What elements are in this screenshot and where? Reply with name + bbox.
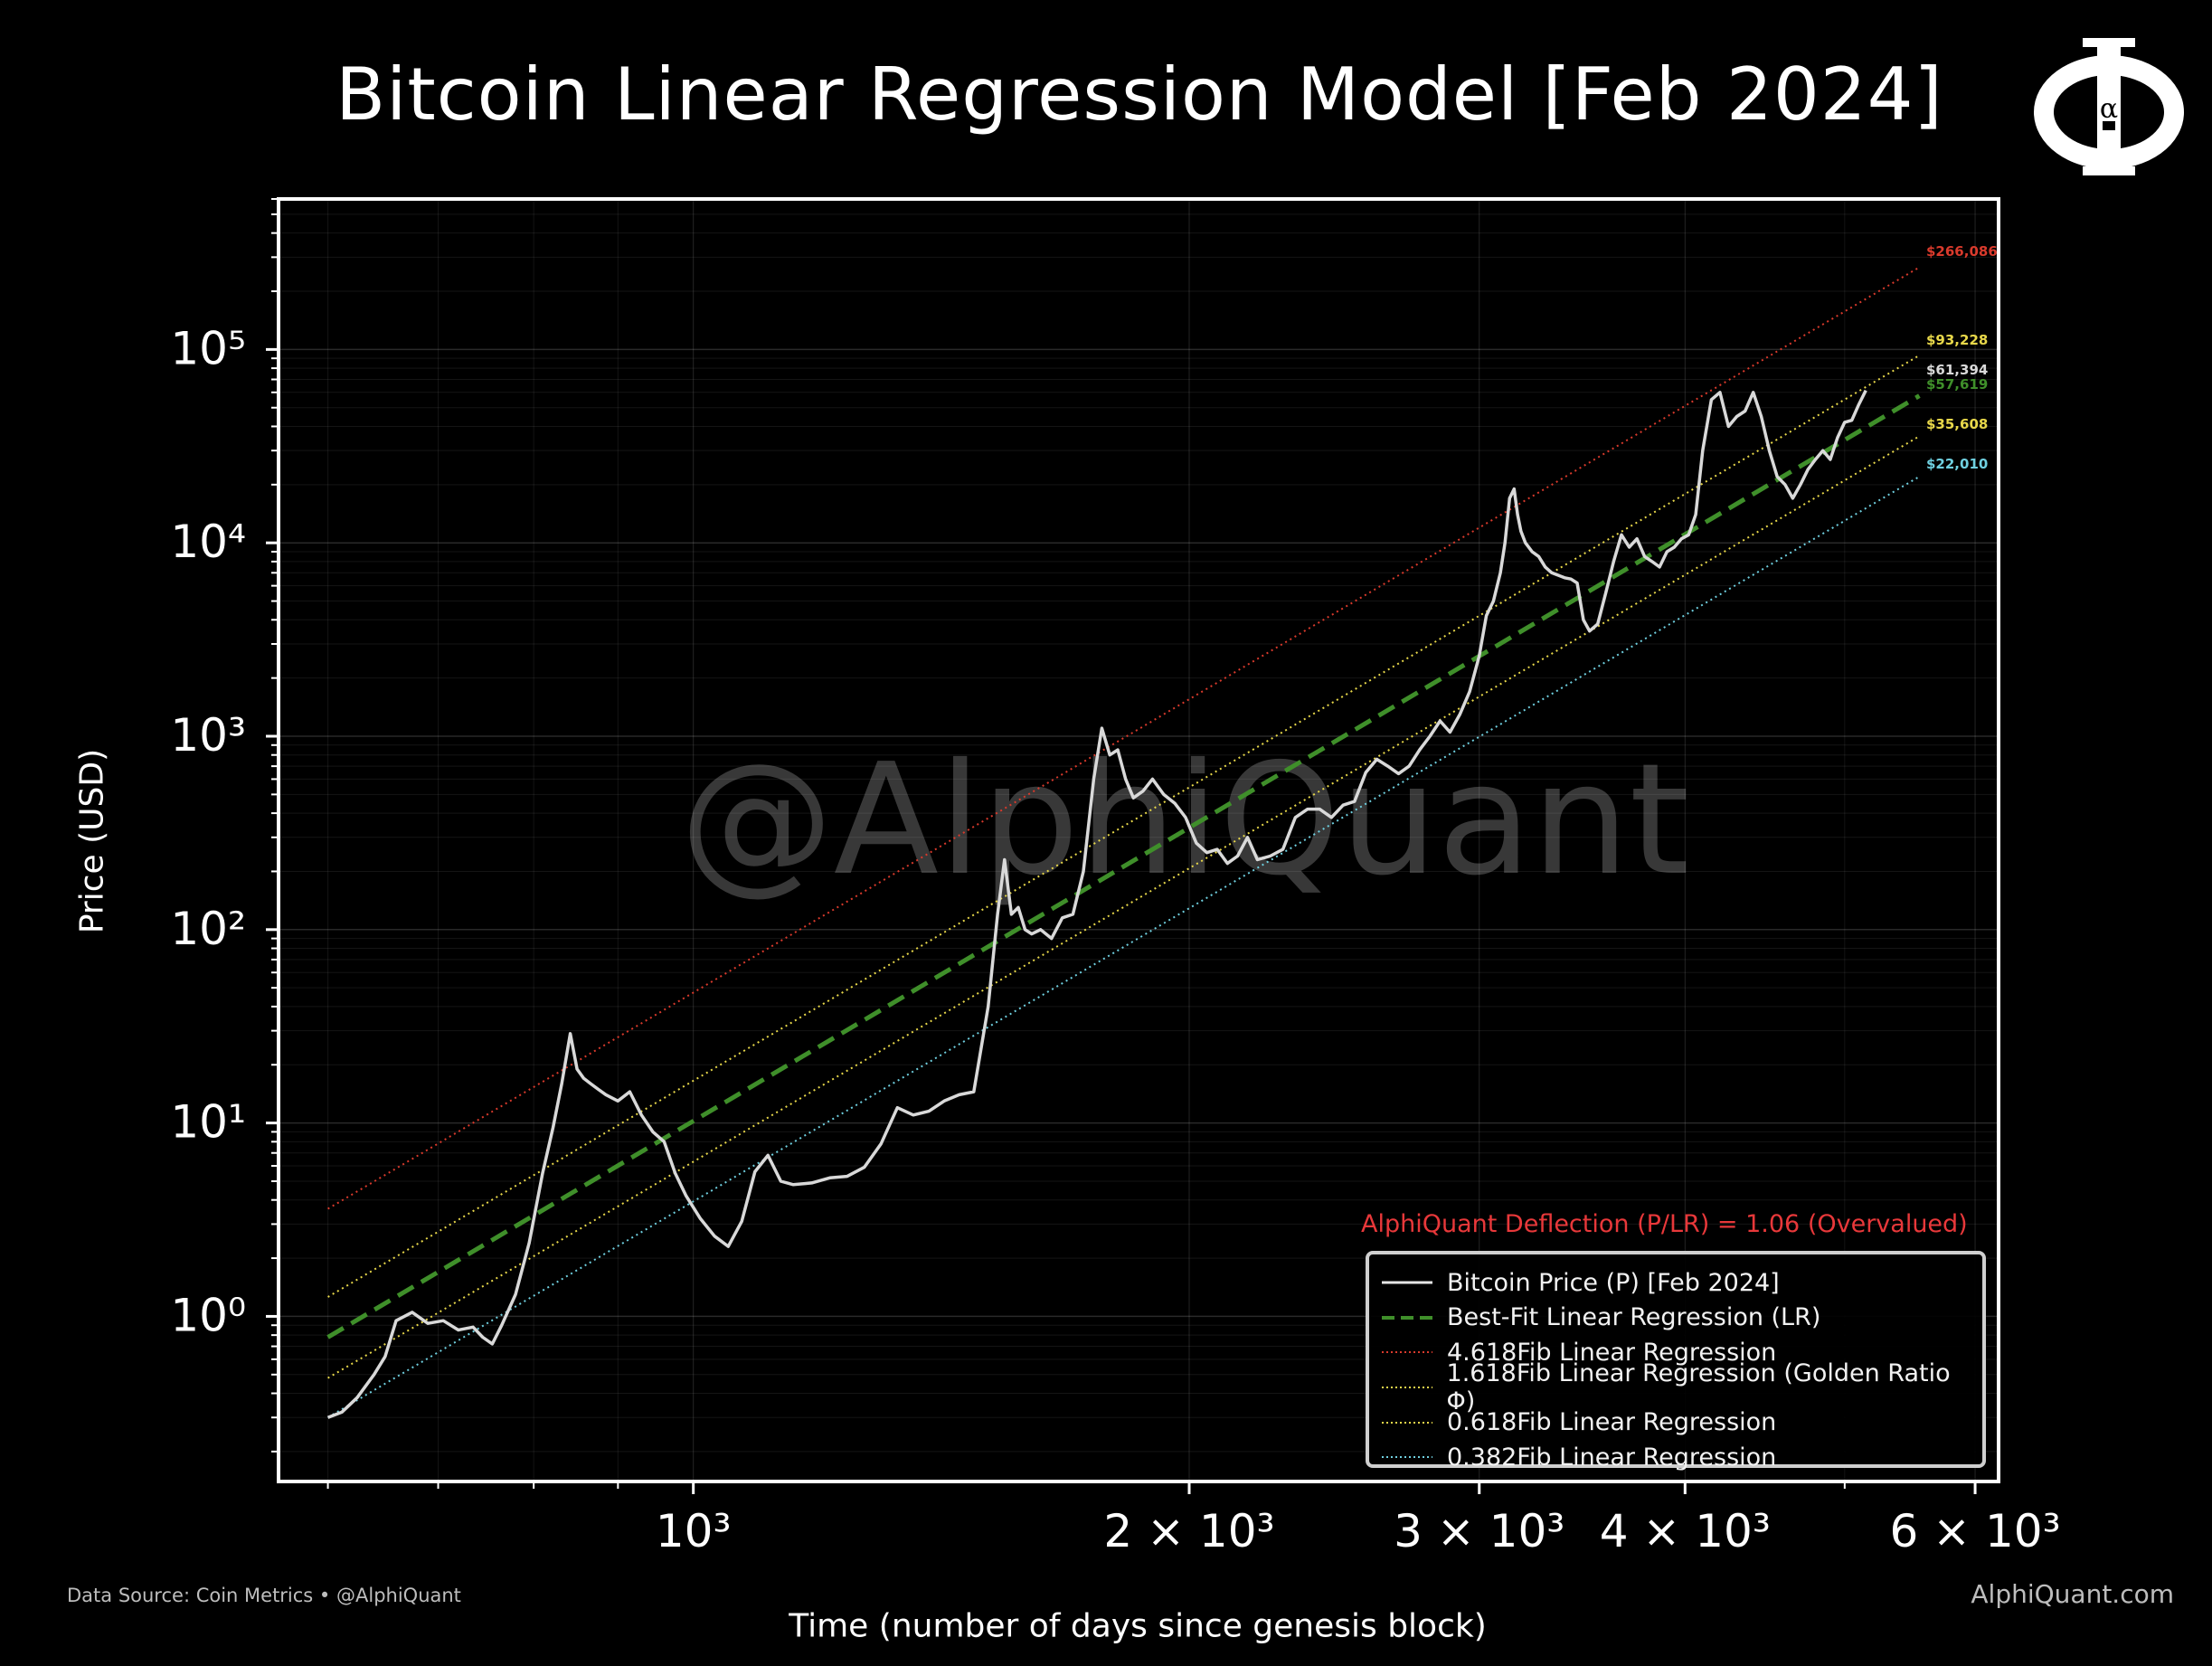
end-value-label: $61,394 <box>1926 362 1988 378</box>
x-tick-label: 2 × 10³ <box>1103 1505 1274 1557</box>
legend-item-fib-4618: 4.618Fib Linear Regression <box>1382 1335 1982 1370</box>
chart-title: Bitcoin Linear Regression Model [Feb 202… <box>336 52 1943 137</box>
end-value-label: $93,228 <box>1926 332 1988 348</box>
x-tick-label: 10³ <box>656 1505 732 1557</box>
site-credit: AlphiQuant.com <box>1971 1579 2174 1609</box>
phi-alpha-logo: α <box>2034 38 2184 175</box>
legend-label: 1.618Fib Linear Regression (Golden Ratio… <box>1446 1359 1951 1416</box>
y-tick-label: 10² <box>170 903 246 955</box>
end-value-label: $35,608 <box>1926 416 1988 432</box>
legend-item-fib-0382: 0.382Fib Linear Regression <box>1382 1440 1982 1475</box>
y-tick-label: 10¹ <box>170 1096 246 1149</box>
price-line <box>326 389 1867 1419</box>
price-series <box>326 389 1867 1419</box>
legend-item-fib-0618: 0.618Fib Linear Regression <box>1382 1405 1982 1440</box>
legend-label: Bitcoin Price (P) [Feb 2024] <box>1447 1268 1780 1297</box>
legend-item-fib-1618: 1.618Fib Linear Regression (Golden Ratio… <box>1382 1359 1982 1415</box>
y-tick-label: 10³ <box>170 709 246 762</box>
legend-label: Best-Fit Linear Regression (LR) <box>1447 1303 1821 1332</box>
x-tick-label: 3 × 10³ <box>1394 1505 1564 1557</box>
x-tick-label: 6 × 10³ <box>1889 1505 2060 1557</box>
watermark: @AlphiQuant <box>680 731 1690 910</box>
regression-line-best-fit <box>326 393 1921 1339</box>
end-value-label: $57,619 <box>1926 376 1988 393</box>
end-value-label: $266,086 <box>1926 243 1998 260</box>
deflection-note: AlphiQuant Deflection (P/LR) = 1.06 (Ove… <box>1361 1210 1968 1238</box>
legend-item-best-fit: Best-Fit Linear Regression (LR) <box>1382 1301 1982 1336</box>
legend-label: 4.618Fib Linear Regression <box>1447 1338 1777 1367</box>
regression-lines <box>326 266 1921 1419</box>
x-tick-label: 4 × 10³ <box>1600 1505 1771 1557</box>
data-source-note: Data Source: Coin Metrics • @AlphiQuant <box>67 1585 461 1606</box>
legend-label: 0.382Fib Linear Regression <box>1447 1443 1777 1472</box>
axes: 10⁰ 10¹ 10² 10³ 10⁴ 10⁵ 10³ 2 × 10³ 3 × 10³ 4 × 1… <box>170 198 2061 1557</box>
end-labels: $266,086 $93,228 $61,394$57,619 $35,608 $22,… <box>1926 243 1998 472</box>
y-tick-label: 10⁰ <box>170 1289 246 1341</box>
y-tick-label: 10⁵ <box>170 322 246 374</box>
legend-item-price: Bitcoin Price (P) [Feb 2024] <box>1382 1265 1982 1301</box>
legend-label: 0.618Fib Linear Regression <box>1447 1408 1777 1437</box>
plot-frame <box>277 197 2000 1483</box>
logo-alpha: α <box>2100 93 2118 125</box>
end-value-label: $22,010 <box>1926 456 1988 472</box>
y-axis-label: Price (USD) <box>73 748 111 934</box>
x-axis-label: Time (number of days since genesis block… <box>789 1607 1487 1645</box>
regression-line-fib-0618 <box>327 435 1920 1379</box>
y-tick-label: 10⁴ <box>170 516 246 568</box>
legend: Bitcoin Price (P) [Feb 2024] Best-Fit Li… <box>1366 1251 1986 1472</box>
